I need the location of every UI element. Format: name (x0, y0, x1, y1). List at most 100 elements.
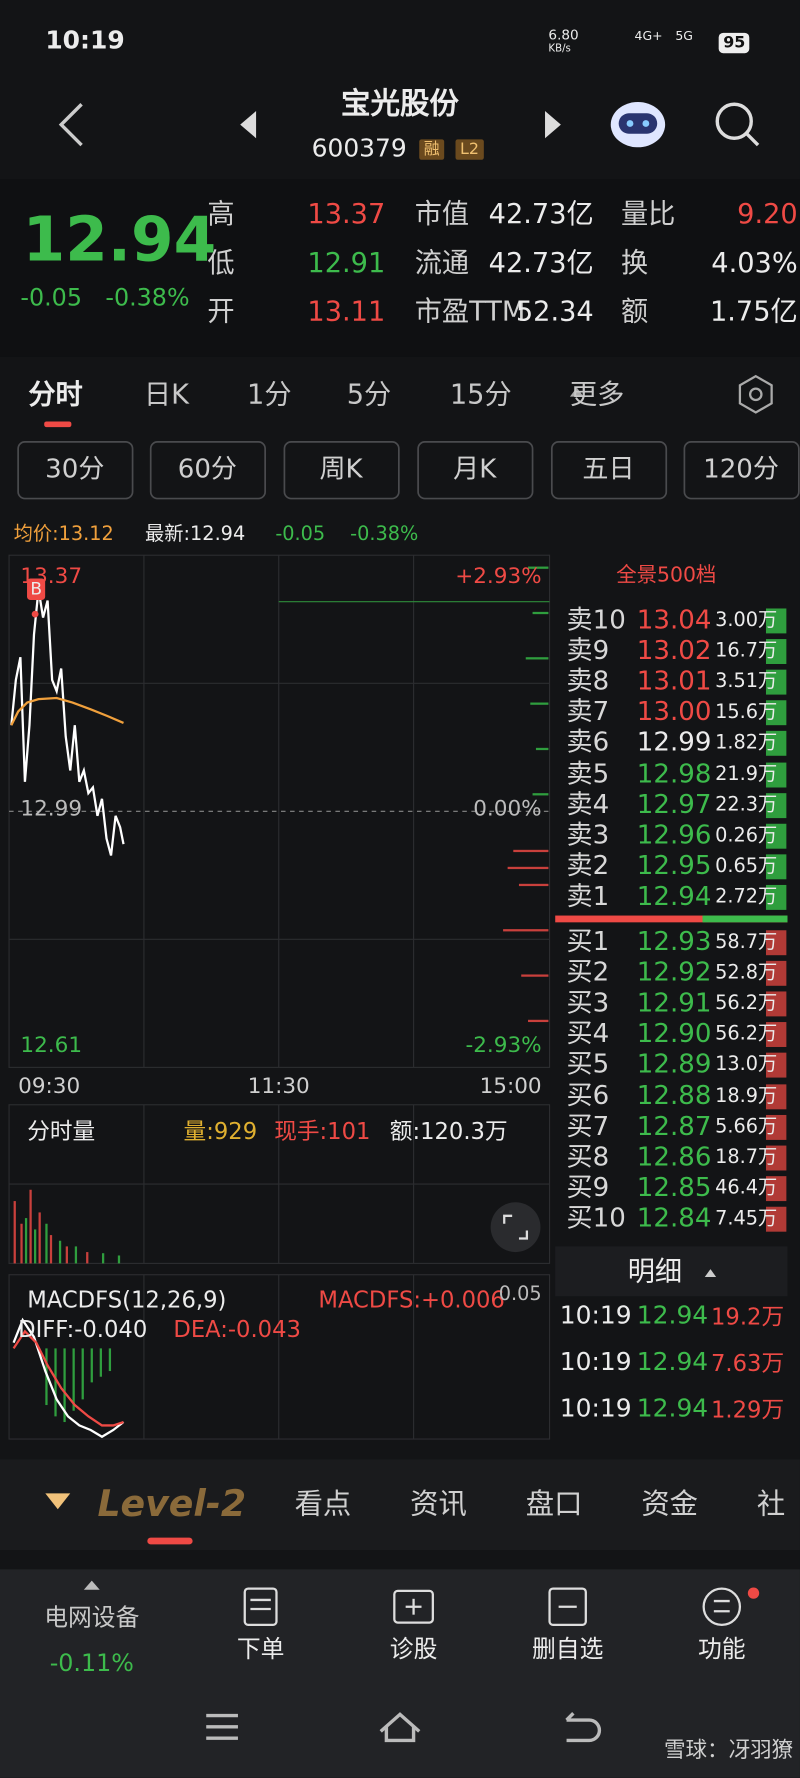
depth-bar (765, 762, 787, 787)
stat-label: 开 (207, 295, 235, 328)
book-level: 卖5 (566, 759, 610, 789)
stat-value: 42.73亿 (488, 198, 594, 231)
status-speed-unit: KB/s (548, 43, 571, 55)
chart-low-pct: -2.93% (465, 1032, 542, 1058)
stat-label: 额 (620, 295, 649, 328)
book-price: 13.02 (636, 636, 712, 666)
book-price: 12.98 (636, 759, 712, 789)
period-tab[interactable]: 15分 (449, 378, 512, 411)
book-level: 卖3 (566, 820, 610, 851)
detail-time: 10:19 (559, 1301, 632, 1331)
stat-value: 9.20 (737, 198, 798, 231)
details-title: 明细 (627, 1255, 683, 1288)
orderbook-title: 全景500档 (616, 563, 717, 587)
bottom-tab[interactable]: 盘口 (525, 1487, 583, 1521)
footer-action[interactable]: 删自选 (531, 1635, 604, 1663)
search-icon[interactable] (715, 102, 760, 147)
book-price: 12.87 (636, 1111, 712, 1142)
book-price: 12.89 (636, 1050, 712, 1080)
book-volume: 15.6万 (715, 701, 778, 724)
bottom-tab[interactable]: 社 (756, 1487, 786, 1521)
footer-icons (243, 1587, 742, 1626)
book-level: 买5 (566, 1050, 610, 1080)
period-subtab[interactable]: 月K (453, 454, 497, 485)
book-volume: 2.72万 (715, 885, 778, 909)
period-tab[interactable]: 分时 (28, 378, 83, 411)
stat-value: 42.73亿 (488, 247, 594, 279)
period-subtab[interactable]: 周K (319, 454, 363, 485)
period-tab[interactable]: 日K (143, 378, 189, 411)
bottom-tab[interactable]: Level-2 (97, 1482, 247, 1526)
depth-bids (503, 849, 549, 1023)
book-level: 卖6 (566, 728, 610, 758)
detail-price: 12.94 (636, 1394, 709, 1424)
status-battery: 95 (718, 32, 750, 54)
macd-dea: DEA:-0.043 (173, 1315, 301, 1343)
book-price: 12.94 (636, 881, 712, 912)
chart-mid-pct: 0.00% (473, 796, 542, 821)
detail-volume: 1.29万 (710, 1395, 785, 1424)
next-icon[interactable] (545, 111, 561, 139)
bottom-tab[interactable]: 看点 (294, 1487, 352, 1521)
book-price: 13.01 (636, 667, 712, 697)
book-price: 12.95 (636, 851, 712, 881)
bottom-tab[interactable]: 资讯 (410, 1487, 467, 1521)
book-level: 买1 (566, 927, 610, 957)
depth-bar (765, 1145, 787, 1171)
period-subtab[interactable]: 120分 (703, 454, 779, 485)
book-volume: 1.82万 (715, 731, 778, 755)
book-volume: 13.0万 (715, 1053, 778, 1077)
period-tab[interactable]: 5分 (346, 378, 392, 411)
price-percent: -0.38% (105, 283, 190, 312)
avg-line (10, 696, 124, 726)
footer-action[interactable]: 下单 (236, 1635, 285, 1663)
nav-bar[interactable] (206, 1712, 602, 1743)
period-tab[interactable]: 更多 (569, 378, 625, 411)
status-network2: 5G (675, 28, 693, 44)
footer-action[interactable]: 功能 (697, 1635, 746, 1663)
book-price: 12.92 (636, 958, 712, 988)
book-volume: 16.7万 (715, 639, 778, 663)
book-volume: 0.26万 (715, 823, 778, 847)
stat-value: 52.34 (515, 295, 594, 328)
price-change: -0.05 (20, 283, 82, 312)
book-volume: 22.3万 (715, 793, 778, 816)
book-level: 卖2 (566, 851, 610, 881)
stock-badge: L2 (455, 139, 484, 160)
details-header-bg (555, 1246, 788, 1297)
depth-bar (765, 1175, 787, 1201)
book-volume: 46.4万 (715, 1176, 778, 1200)
depth-bar (765, 639, 787, 665)
book-price: 12.93 (636, 927, 712, 957)
bottom-tab[interactable]: 资金 (641, 1487, 699, 1521)
footer-action[interactable]: 诊股 (389, 1635, 438, 1663)
volume-selector[interactable]: 分时量 (27, 1117, 96, 1145)
book-volume: 58.7万 (715, 930, 778, 954)
book-price: 12.86 (636, 1142, 712, 1172)
depth-bar (765, 930, 787, 956)
prev-icon[interactable] (240, 111, 257, 139)
book-volume: 56.2万 (715, 992, 778, 1015)
book-level: 卖10 (566, 605, 626, 636)
period-subtab[interactable]: 60分 (177, 454, 237, 485)
settings-icon[interactable] (738, 374, 773, 414)
period-subtab[interactable]: 30分 (45, 454, 105, 485)
depth-bar (765, 1022, 787, 1048)
book-price: 13.00 (636, 697, 712, 728)
assistant-icon[interactable] (610, 101, 666, 148)
depth-bar (765, 700, 787, 726)
stat-label: 市值 (414, 198, 470, 231)
stat-value: 1.75亿 (709, 295, 798, 328)
book-volume: 7.45万 (715, 1207, 778, 1230)
watermark: 雪球：冴羽獠 (663, 1737, 794, 1763)
macd-selector[interactable]: MACDFS(12,26,9) (27, 1286, 227, 1314)
latest-price: 最新:12.94 (145, 522, 246, 546)
depth-bar (765, 823, 787, 849)
period-tab[interactable]: 1分 (247, 378, 292, 411)
book-level: 卖7 (566, 697, 610, 728)
back-icon[interactable] (58, 103, 83, 147)
period-subtab[interactable]: 五日 (582, 454, 635, 485)
volume-amount: 额:120.3万 (389, 1117, 508, 1145)
expand-icon[interactable] (490, 1202, 541, 1253)
book-volume: 5.66万 (715, 1115, 778, 1138)
